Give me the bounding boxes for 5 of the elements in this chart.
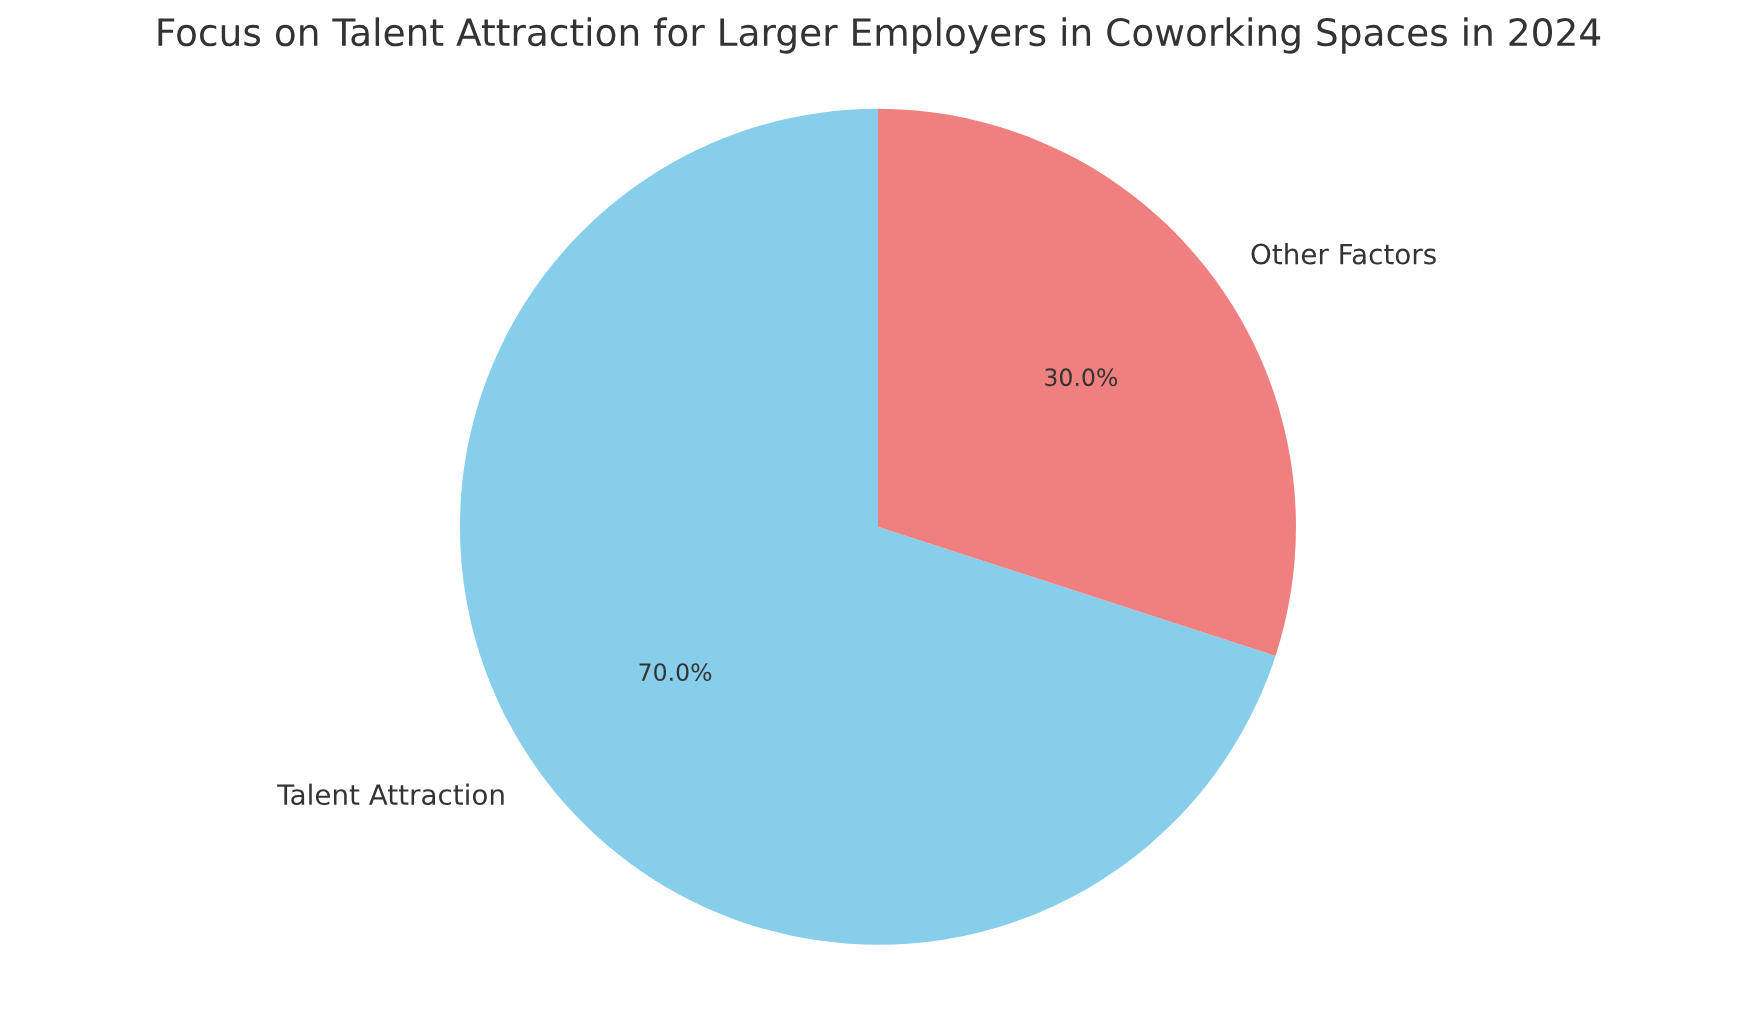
slice-label: Other Factors (1251, 243, 1436, 265)
data-label: 70.0% (639, 663, 712, 682)
slice-label: Talent Attraction (277, 783, 504, 806)
data-label: 30.0% (1045, 368, 1118, 387)
chart-title: Focus on Talent Attraction for Larger Employers in Coworking Spaces in 2024 (158, 17, 1601, 54)
